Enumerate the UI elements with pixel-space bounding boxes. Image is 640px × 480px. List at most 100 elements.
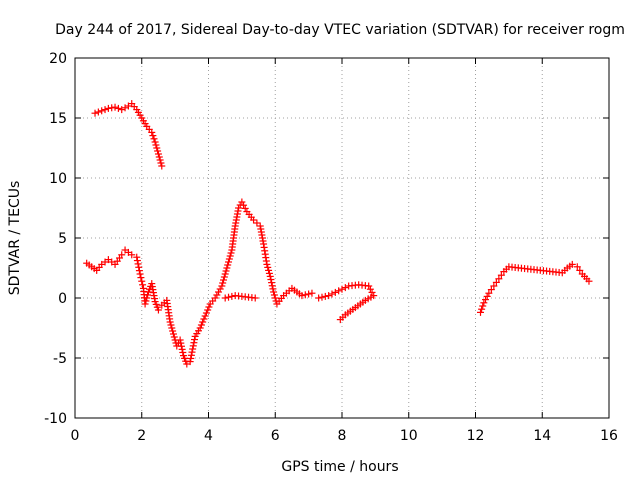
data-point [225,255,233,263]
data-point [365,282,373,290]
data-point [133,257,141,265]
data-point [308,289,316,297]
data-point [215,288,223,296]
data-point [189,345,197,353]
data-point [139,281,147,289]
data-point [111,103,119,111]
data-point [157,159,165,167]
x-tick-label: 6 [271,428,280,444]
data-point [142,297,150,305]
data-point [189,342,197,350]
data-point [483,292,491,300]
data-point [168,324,176,332]
chart-title: Day 244 of 2017, Sidereal Day-to-day VTE… [55,22,625,38]
data-point [341,284,349,292]
data-point [251,294,259,302]
data-point [305,290,313,298]
data-point [118,251,126,259]
data-point [219,279,227,287]
data-point [179,348,187,356]
data-point [108,104,116,112]
x-tick-label: 2 [137,428,146,444]
data-point [368,288,376,296]
data-point [325,292,333,300]
data-point [227,249,235,257]
data-point [137,274,145,282]
data-point [154,147,162,155]
data-point [568,260,576,268]
data-point [264,263,272,271]
y-tick-label: -10 [44,411,67,427]
data-point [213,291,221,299]
data-point [270,291,278,299]
data-point [226,252,234,260]
data-point [492,278,500,286]
data-point [187,354,195,362]
data-point [366,285,374,293]
data-point [265,269,273,277]
data-point [331,288,339,296]
data-point [576,266,584,274]
data-point [118,106,126,114]
data-point [136,270,144,278]
data-point [133,253,141,261]
x-axis-label: GPS time / hours [281,459,398,475]
data-point [477,308,485,316]
data-point [150,135,158,143]
data-point [490,282,498,290]
data-point [223,264,231,272]
data-point [266,272,274,280]
data-point [176,336,184,344]
data-point [220,276,228,284]
data-point [154,306,162,314]
data-point [186,358,194,366]
data-point [201,312,209,320]
y-tick-label: 0 [58,291,67,307]
data-point [155,153,163,161]
data-point [138,277,146,285]
data-point [153,144,161,152]
data-point [228,292,236,300]
axis-ticks: 0 2 4 6 8 10 12 14 16 -10 -5 0 5 10 15 20 [44,51,618,444]
data-point [238,198,246,206]
data-point [178,345,186,353]
x-tick-label: 12 [467,428,485,444]
data-point [204,306,212,314]
data-point [169,327,177,335]
data-point [152,141,160,149]
data-point [170,333,178,341]
data-point [270,288,278,296]
data-point [101,106,109,114]
data-point [573,263,581,271]
data-point [480,299,488,307]
x-tick-label: 0 [71,428,80,444]
data-point [478,305,486,313]
data-point [218,282,226,290]
data-point [156,156,164,164]
data-point [335,287,343,295]
data-point [196,324,204,332]
data-point [269,285,277,293]
data-point [497,271,505,279]
data-series [83,100,593,368]
data-point [114,104,122,112]
data-point [495,275,503,283]
data-point [482,296,490,304]
data-point [205,303,213,311]
data-point [315,294,323,302]
data-point [200,315,208,323]
data-point [167,321,175,329]
data-point [271,294,279,302]
y-tick-label: 20 [49,51,67,67]
data-point [336,316,344,324]
y-tick-label: 10 [49,171,67,187]
data-point [241,204,249,212]
data-point [158,162,166,170]
data-point [134,260,142,268]
data-point [202,309,210,317]
data-point [149,132,157,140]
data-point [235,204,243,212]
data-point [211,294,219,302]
data-point [141,300,149,308]
data-point [151,138,159,146]
